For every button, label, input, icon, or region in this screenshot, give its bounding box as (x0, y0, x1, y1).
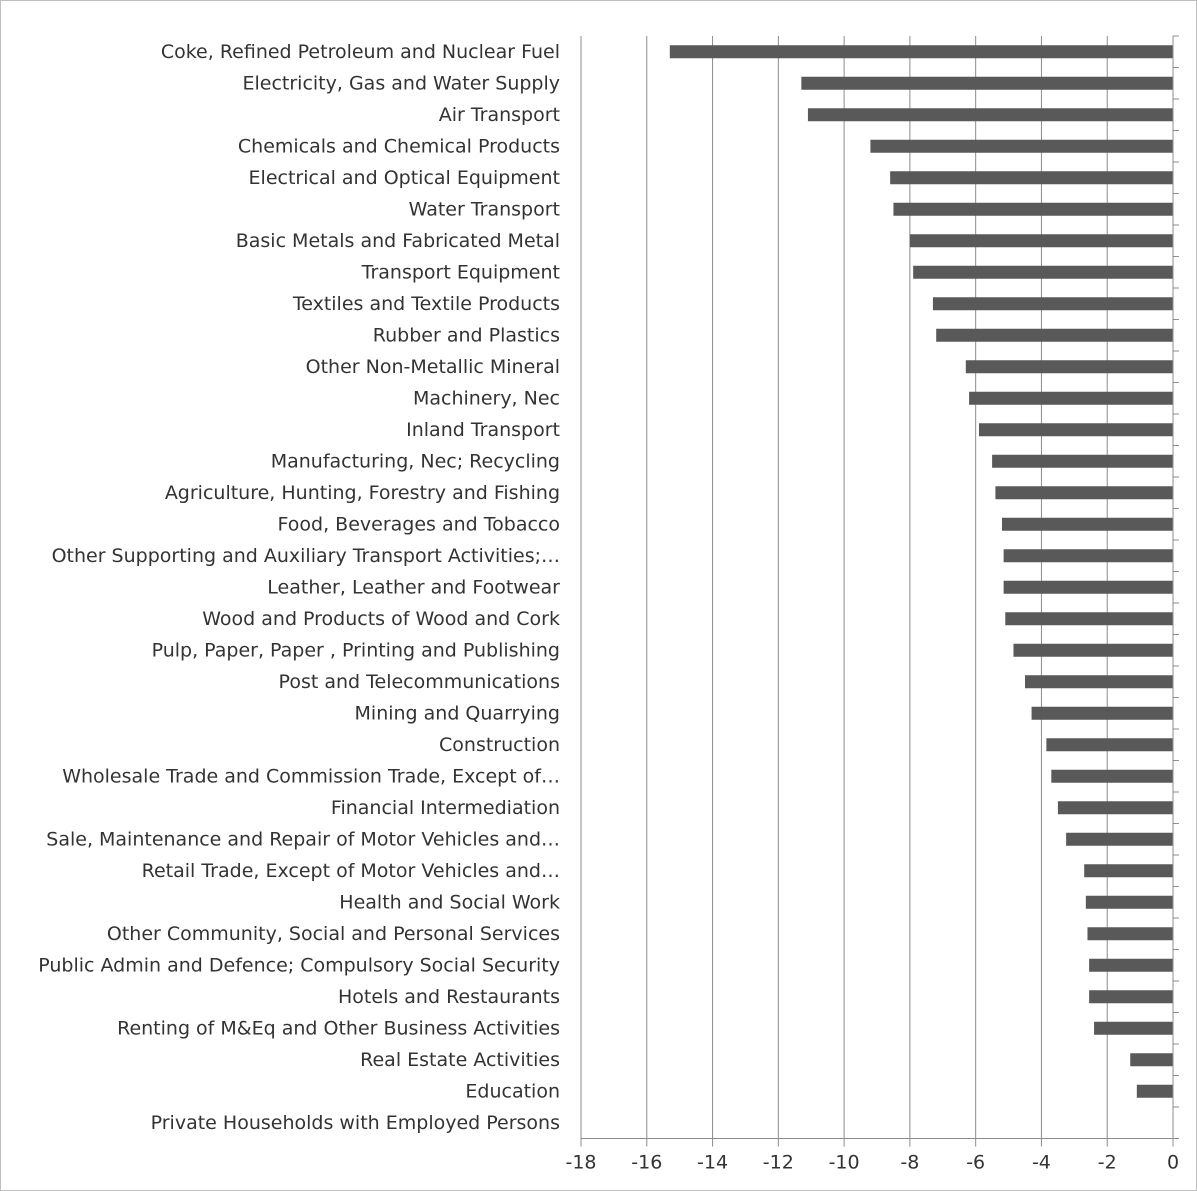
bar (1057, 801, 1173, 815)
bar (1130, 1053, 1173, 1067)
bar (1136, 1084, 1173, 1098)
category-label: Private Households with Employed Persons (151, 1112, 560, 1134)
bar (1085, 895, 1173, 909)
category-label: Manufacturing, Nec; Recycling (271, 450, 560, 472)
bar (1001, 517, 1173, 531)
category-label: Real Estate Activities (360, 1049, 560, 1071)
bar (932, 297, 1173, 311)
category-label: Machinery, Nec (413, 387, 560, 409)
category-label: Mining and Quarrying (355, 702, 560, 724)
bar (913, 265, 1173, 279)
x-tick-label: -2 (1098, 1152, 1117, 1174)
category-label: Leather, Leather and Footwear (267, 576, 560, 598)
bar (1003, 580, 1173, 594)
category-label: Food, Beverages and Tobacco (278, 513, 560, 535)
x-tick-label: -8 (900, 1152, 919, 1174)
bar (1094, 1021, 1173, 1035)
bar (1031, 706, 1173, 720)
bar (807, 108, 1173, 122)
category-label: Textiles and Textile Products (292, 293, 560, 315)
bar (965, 360, 1173, 374)
bar (1005, 612, 1173, 626)
bar (995, 486, 1173, 500)
category-label: Pulp, Paper, Paper , Printing and Publis… (152, 639, 560, 661)
category-label: Coke, Refined Petroleum and Nuclear Fuel (161, 41, 560, 63)
x-tick-label: 0 (1167, 1152, 1179, 1174)
bar (969, 391, 1173, 405)
bar (978, 423, 1173, 437)
bar (936, 328, 1173, 342)
bar (909, 234, 1173, 248)
x-tick-label: -14 (697, 1152, 728, 1174)
axes (580, 35, 1179, 1147)
category-label: Health and Social Work (339, 891, 560, 913)
bar (992, 454, 1173, 468)
category-label: Chemicals and Chemical Products (238, 135, 560, 157)
category-label: Construction (439, 734, 560, 756)
tick-labels: -18 -16 -14 -12 -10 -8 -6 -4 -2 0 (565, 1152, 1179, 1174)
bar (1051, 769, 1173, 783)
category-label: Renting of M&Eq and Other Business Activ… (117, 1017, 560, 1039)
category-label: Wholesale Trade and Commission Trade, Ex… (62, 765, 560, 787)
bar (1089, 990, 1173, 1004)
gridlines (646, 36, 1108, 1139)
category-label: Education (465, 1080, 560, 1102)
category-label: Agriculture, Hunting, Forestry and Fishi… (165, 482, 560, 504)
category-labels: Coke, Refined Petroleum and Nuclear Fuel… (38, 41, 560, 1134)
category-label: Financial Intermediation (331, 797, 560, 819)
x-tick-label: -16 (631, 1152, 662, 1174)
bar (1066, 832, 1173, 846)
category-label: Other Community, Social and Personal Ser… (107, 923, 560, 945)
bar (1013, 643, 1173, 657)
x-tick-label: -4 (1032, 1152, 1051, 1174)
category-label: Sale, Maintenance and Repair of Motor Ve… (46, 828, 560, 850)
category-label: Retail Trade, Except of Motor Vehicles a… (142, 860, 560, 882)
bar (1089, 958, 1173, 972)
category-label: Transport Equipment (361, 261, 560, 283)
category-label: Other Non-Metallic Mineral (306, 356, 560, 378)
bar (893, 202, 1173, 216)
category-label: Water Transport (409, 198, 560, 220)
bar (1046, 738, 1173, 752)
bars (669, 45, 1173, 1098)
category-label: Air Transport (439, 104, 560, 126)
category-label: Wood and Products of Wood and Cork (202, 608, 560, 630)
category-label: Electricity, Gas and Water Supply (243, 72, 561, 94)
x-tick-label: -18 (565, 1152, 596, 1174)
category-label: Electrical and Optical Equipment (249, 167, 560, 189)
category-label: Hotels and Restaurants (338, 986, 560, 1008)
category-label: Other Supporting and Auxiliary Transport… (52, 545, 560, 567)
category-label: Inland Transport (406, 419, 560, 441)
x-tick-label: -12 (763, 1152, 794, 1174)
bar (801, 76, 1173, 90)
bar (1084, 864, 1173, 878)
category-label: Basic Metals and Fabricated Metal (236, 230, 560, 252)
category-label: Post and Telecommunications (279, 671, 560, 693)
category-label: Public Admin and Defence; Compulsory Soc… (38, 954, 560, 976)
bar (1025, 675, 1173, 689)
bar (1087, 927, 1173, 941)
category-label: Rubber and Plastics (373, 324, 560, 346)
bar (890, 171, 1173, 185)
bar (1003, 549, 1173, 563)
bar (870, 139, 1173, 153)
bar (669, 45, 1173, 59)
x-tick-label: -10 (829, 1152, 860, 1174)
x-tick-label: -6 (966, 1152, 985, 1174)
